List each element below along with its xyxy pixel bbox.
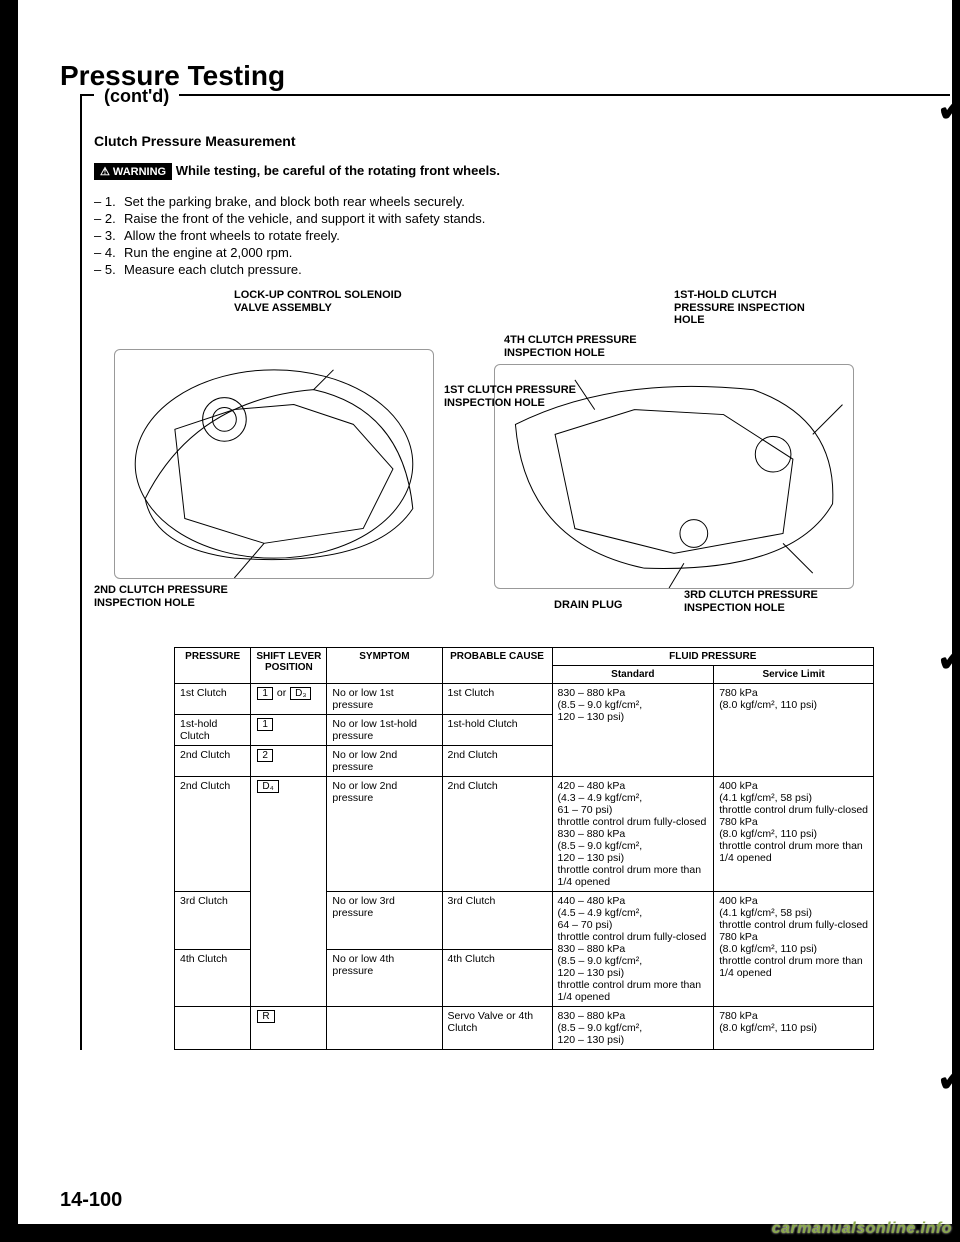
procedure-steps: – 1.Set the parking brake, and block bot…: [94, 194, 938, 277]
step-item: – 1.Set the parking brake, and block bot…: [94, 194, 938, 209]
step-item: – 4.Run the engine at 2,000 rpm.: [94, 245, 938, 260]
cell-symptom: No or low 1st pressure: [327, 684, 442, 715]
warning-badge: WARNING: [94, 163, 172, 180]
th-cause: PROBABLE CAUSE: [442, 648, 552, 684]
cell-service: 400 kPa (4.1 kgf/cm², 58 psi) throttle c…: [714, 892, 874, 1007]
cell-symptom: No or low 4th pressure: [327, 949, 442, 1007]
checkmark-icon: ✔: [938, 1060, 960, 1100]
shift-sep: or: [277, 687, 286, 699]
table-row: 1st Clutch 1 or D₃ No or low 1st pressur…: [175, 684, 874, 715]
contd-label: (cont'd): [94, 86, 179, 107]
pressure-table: PRESSURE SHIFT LEVER POSITION SYMPTOM PR…: [174, 647, 874, 1050]
cell-standard: 420 – 480 kPa (4.3 – 4.9 kgf/cm², 61 – 7…: [552, 777, 714, 892]
cell-pressure: [175, 1007, 251, 1050]
cell-shift: 2: [251, 746, 327, 777]
label-first-hold: 1ST-HOLD CLUTCH PRESSURE INSPECTION HOLE: [674, 289, 805, 327]
step-text: Run the engine at 2,000 rpm.: [124, 245, 292, 260]
cell-service: 400 kPa (4.1 kgf/cm², 58 psi) throttle c…: [714, 777, 874, 892]
cell-cause: 2nd Clutch: [442, 746, 552, 777]
cell-cause: 3rd Clutch: [442, 892, 552, 950]
step-num: – 1.: [94, 194, 124, 209]
page-number: 14-100: [60, 1189, 122, 1212]
shift-pos-box: 1: [257, 718, 273, 731]
cell-shift: 1: [251, 715, 327, 746]
cell-service: 780 kPa (8.0 kgf/cm², 110 psi): [714, 1007, 874, 1050]
cell-symptom: No or low 3rd pressure: [327, 892, 442, 950]
th-fluid: FLUID PRESSURE: [552, 648, 873, 666]
step-item: – 2.Raise the front of the vehicle, and …: [94, 211, 938, 226]
step-text: Set the parking brake, and block both re…: [124, 194, 465, 209]
checkmark-icon: ✔: [938, 90, 960, 130]
cell-symptom: [327, 1007, 442, 1050]
cell-symptom: No or low 1st-hold pressure: [327, 715, 442, 746]
step-item: – 5.Measure each clutch pressure.: [94, 262, 938, 277]
table-body: 1st Clutch 1 or D₃ No or low 1st pressur…: [175, 684, 874, 1050]
cell-shift: R: [251, 1007, 327, 1050]
cell-service: 780 kPa (8.0 kgf/cm², 110 psi): [714, 684, 874, 777]
shift-pos-box: 2: [257, 749, 273, 762]
page-content: Pressure Testing (cont'd) Clutch Pressur…: [0, 0, 960, 1094]
label-third: 3RD CLUTCH PRESSURE INSPECTION HOLE: [684, 589, 818, 614]
cell-shift: 1 or D₃: [251, 684, 327, 715]
page-title: Pressure Testing: [60, 60, 920, 92]
table-header-row: PRESSURE SHIFT LEVER POSITION SYMPTOM PR…: [175, 648, 874, 666]
table-row: R Servo Valve or 4th Clutch 830 – 880 kP…: [175, 1007, 874, 1050]
label-first: 1ST CLUTCH PRESSURE INSPECTION HOLE: [444, 384, 576, 409]
step-num: – 5.: [94, 262, 124, 277]
step-num: – 4.: [94, 245, 124, 260]
transmission-sketch-left: [115, 350, 433, 578]
label-second: 2ND CLUTCH PRESSURE INSPECTION HOLE: [94, 584, 228, 609]
checkmark-icon: ✔: [938, 640, 960, 680]
shift-pos-box: D₃: [290, 687, 311, 700]
th-service: Service Limit: [714, 666, 874, 684]
shift-pos-box: R: [257, 1010, 274, 1023]
step-num: – 3.: [94, 228, 124, 243]
warning-line: WARNING While testing, be careful of the…: [94, 163, 938, 180]
table-head: PRESSURE SHIFT LEVER POSITION SYMPTOM PR…: [175, 648, 874, 684]
step-text: Raise the front of the vehicle, and supp…: [124, 211, 485, 226]
cell-symptom: No or low 2nd pressure: [327, 746, 442, 777]
cell-cause: 1st-hold Clutch: [442, 715, 552, 746]
th-symptom: SYMPTOM: [327, 648, 442, 684]
cell-pressure: 1st Clutch: [175, 684, 251, 715]
cell-pressure: 2nd Clutch: [175, 777, 251, 892]
th-shift: SHIFT LEVER POSITION: [251, 648, 327, 684]
step-num: – 2.: [94, 211, 124, 226]
shift-pos-box: D₄: [257, 780, 278, 793]
step-text: Allow the front wheels to rotate freely.: [124, 228, 340, 243]
label-lockup: LOCK-UP CONTROL SOLENOID VALVE ASSEMBLY: [234, 289, 402, 314]
cell-symptom: No or low 2nd pressure: [327, 777, 442, 892]
th-standard: Standard: [552, 666, 714, 684]
content-frame: (cont'd) Clutch Pressure Measurement WAR…: [80, 94, 950, 1050]
shift-pos-box: 1: [257, 687, 273, 700]
label-drain: DRAIN PLUG: [554, 599, 622, 612]
cell-shift: D₄: [251, 777, 327, 1007]
cell-standard: 830 – 880 kPa (8.5 – 9.0 kgf/cm², 120 – …: [552, 684, 714, 777]
warning-text: While testing, be careful of the rotatin…: [176, 163, 500, 178]
table-row: 2nd Clutch D₄ No or low 2nd pressure 2nd…: [175, 777, 874, 892]
cell-cause: 1st Clutch: [442, 684, 552, 715]
cell-cause: Servo Valve or 4th Clutch: [442, 1007, 552, 1050]
cell-pressure: 2nd Clutch: [175, 746, 251, 777]
label-fourth: 4TH CLUTCH PRESSURE INSPECTION HOLE: [504, 334, 637, 359]
cell-pressure: 4th Clutch: [175, 949, 251, 1007]
th-pressure: PRESSURE: [175, 648, 251, 684]
cell-pressure: 1st-hold Clutch: [175, 715, 251, 746]
cell-standard: 440 – 480 kPa (4.5 – 4.9 kgf/cm², 64 – 7…: [552, 892, 714, 1007]
step-text: Measure each clutch pressure.: [124, 262, 302, 277]
step-item: – 3.Allow the front wheels to rotate fre…: [94, 228, 938, 243]
cell-cause: 2nd Clutch: [442, 777, 552, 892]
cell-standard: 830 – 880 kPa (8.5 – 9.0 kgf/cm², 120 – …: [552, 1007, 714, 1050]
cell-cause: 4th Clutch: [442, 949, 552, 1007]
cell-pressure: 3rd Clutch: [175, 892, 251, 950]
watermark-text: carmanualsonline.info: [772, 1220, 952, 1238]
section-subheading: Clutch Pressure Measurement: [94, 133, 938, 149]
diagram-sketch-left: [114, 349, 434, 579]
diagram-area: LOCK-UP CONTROL SOLENOID VALVE ASSEMBLY …: [94, 289, 914, 629]
